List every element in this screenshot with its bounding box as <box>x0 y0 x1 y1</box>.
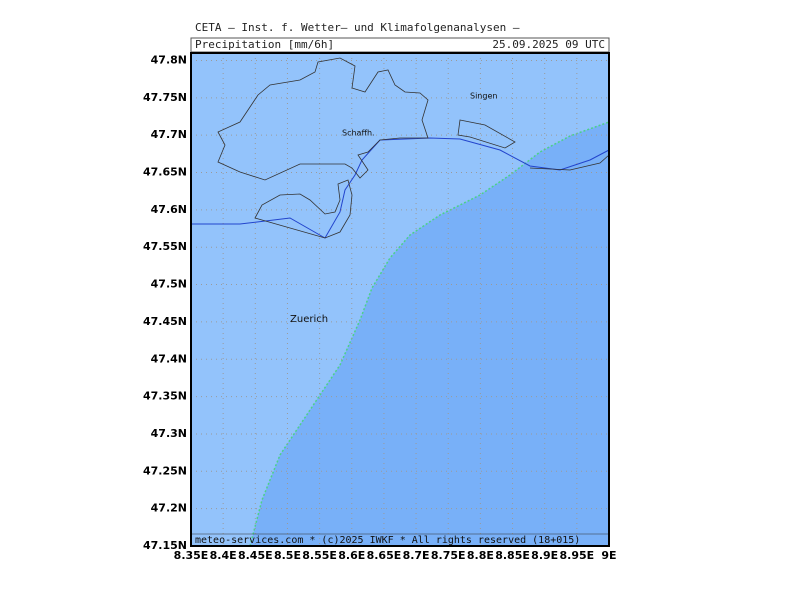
lon-tick-label: 8.55E <box>302 549 337 562</box>
lat-tick-label: 47.7N <box>151 128 187 141</box>
lon-tick-label: 8.35E <box>174 549 209 562</box>
lon-tick-label: 8.85E <box>495 549 530 562</box>
lon-tick-label: 8.45E <box>238 549 273 562</box>
lon-tick-label: 9E <box>601 549 616 562</box>
river-border <box>191 137 610 239</box>
lon-tick-label: 8.5E <box>274 549 301 562</box>
lon-tick-label: 8.65E <box>367 549 402 562</box>
lon-tick-label: 8.4E <box>210 549 237 562</box>
enclave-border <box>254 179 353 239</box>
lat-tick-label: 47.2N <box>151 502 187 515</box>
copyright-footer: meteo-services.com * (c)2025 IWKF * All … <box>195 535 580 546</box>
lat-tick-label: 47.55N <box>143 240 187 253</box>
city-label: Schaffh. <box>342 129 375 138</box>
city-label: Singen <box>470 92 497 101</box>
lat-tick-label: 47.3N <box>151 427 187 440</box>
map-frame <box>190 52 610 547</box>
lat-tick-label: 47.6N <box>151 203 187 216</box>
lon-tick-label: 8.95E <box>560 549 595 562</box>
lon-tick-label: 8.8E <box>467 549 494 562</box>
heavy-precip <box>250 122 609 546</box>
lat-tick-label: 47.45N <box>143 315 187 328</box>
lon-tick-label: 8.75E <box>431 549 466 562</box>
map-title: Precipitation [mm/6h] <box>195 38 334 51</box>
institute-header: CETA — Inst. f. Wetter— und Klimafolgena… <box>195 21 520 34</box>
lat-tick-label: 47.65N <box>143 166 187 179</box>
lat-tick-label: 47.35N <box>143 390 187 403</box>
map-area: Singen Schaffh. Zuerich meteo-services.c… <box>190 53 610 547</box>
country-border <box>529 154 610 171</box>
lon-tick-label: 8.7E <box>403 549 430 562</box>
lat-tick-label: 47.4N <box>151 352 187 365</box>
city-label: Zuerich <box>290 314 328 325</box>
lat-tick-label: 47.15N <box>143 539 187 552</box>
region-border <box>457 119 516 149</box>
lon-tick-label: 8.9E <box>531 549 558 562</box>
canton-border <box>217 57 429 181</box>
lat-tick-label: 47.75N <box>143 91 187 104</box>
lat-tick-label: 47.5N <box>151 278 187 291</box>
lat-tick-label: 47.8N <box>151 53 187 66</box>
lat-tick-label: 47.25N <box>143 464 187 477</box>
map-date: 25.09.2025 09 UTC <box>492 38 605 51</box>
lon-tick-label: 8.6E <box>338 549 365 562</box>
